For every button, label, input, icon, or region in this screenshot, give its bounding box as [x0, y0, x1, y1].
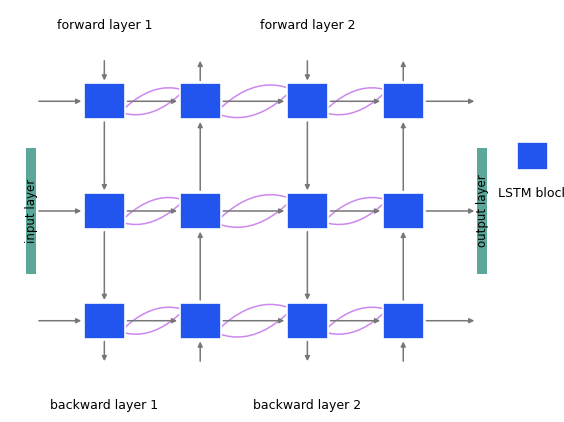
- Text: forward layer 1: forward layer 1: [56, 19, 152, 32]
- FancyBboxPatch shape: [287, 303, 328, 338]
- FancyBboxPatch shape: [383, 193, 424, 229]
- Text: backward layer 1: backward layer 1: [50, 399, 158, 411]
- FancyBboxPatch shape: [180, 84, 221, 119]
- FancyBboxPatch shape: [84, 84, 125, 119]
- FancyBboxPatch shape: [84, 303, 125, 338]
- Text: backward layer 2: backward layer 2: [253, 399, 362, 411]
- FancyBboxPatch shape: [84, 193, 125, 229]
- FancyBboxPatch shape: [518, 142, 548, 170]
- FancyBboxPatch shape: [477, 148, 487, 274]
- FancyBboxPatch shape: [383, 303, 424, 338]
- Text: output layer: output layer: [475, 175, 489, 247]
- FancyBboxPatch shape: [287, 193, 328, 229]
- FancyBboxPatch shape: [180, 303, 221, 338]
- FancyBboxPatch shape: [26, 148, 36, 274]
- FancyBboxPatch shape: [287, 84, 328, 119]
- Text: input layer: input layer: [24, 179, 38, 243]
- FancyBboxPatch shape: [180, 193, 221, 229]
- Text: forward layer 2: forward layer 2: [259, 19, 355, 32]
- FancyBboxPatch shape: [383, 84, 424, 119]
- Text: LSTM block: LSTM block: [497, 187, 564, 200]
